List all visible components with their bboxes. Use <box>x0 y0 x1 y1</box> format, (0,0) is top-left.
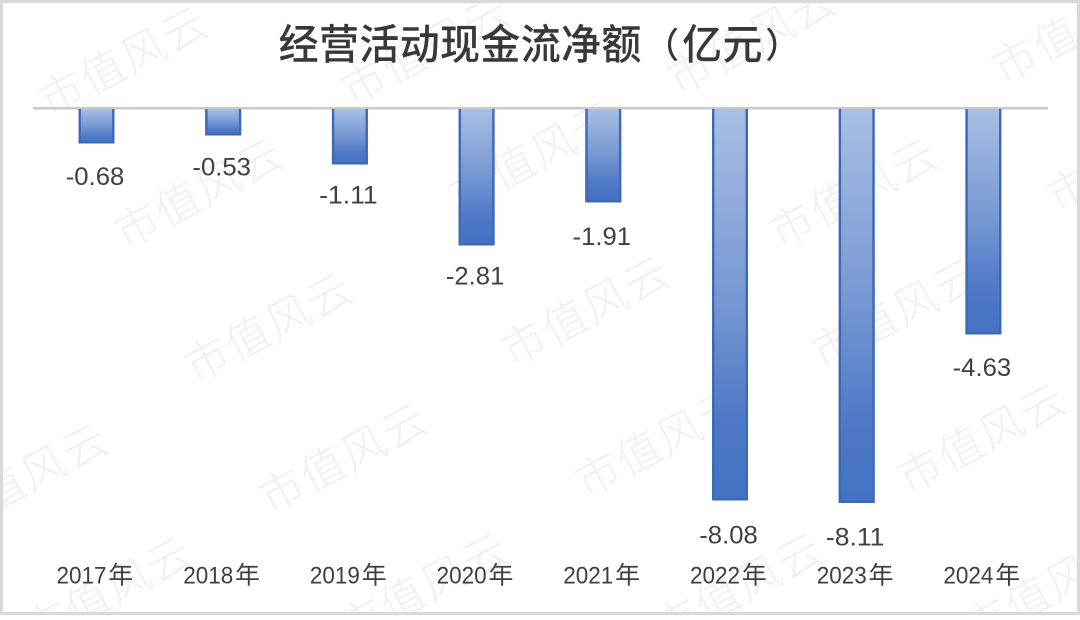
svg-text:-1.91: -1.91 <box>573 223 632 251</box>
svg-text:2021: 2021 <box>563 563 613 590</box>
svg-text:2024: 2024 <box>943 563 993 590</box>
svg-text:2022: 2022 <box>690 563 740 590</box>
svg-text:-8.08: -8.08 <box>699 521 758 549</box>
svg-text:2019: 2019 <box>310 563 360 590</box>
svg-text:-0.53: -0.53 <box>192 154 251 182</box>
svg-text:-4.63: -4.63 <box>953 354 1012 382</box>
svg-text:2023: 2023 <box>817 563 867 590</box>
svg-text:2017: 2017 <box>57 563 107 590</box>
svg-text:-0.68: -0.68 <box>66 163 125 191</box>
svg-text:-2.81: -2.81 <box>446 263 505 291</box>
svg-text:2018: 2018 <box>183 563 233 590</box>
svg-text:-1.11: -1.11 <box>319 182 378 210</box>
svg-text:-8.11: -8.11 <box>826 523 885 551</box>
svg-text:2020: 2020 <box>437 563 487 590</box>
